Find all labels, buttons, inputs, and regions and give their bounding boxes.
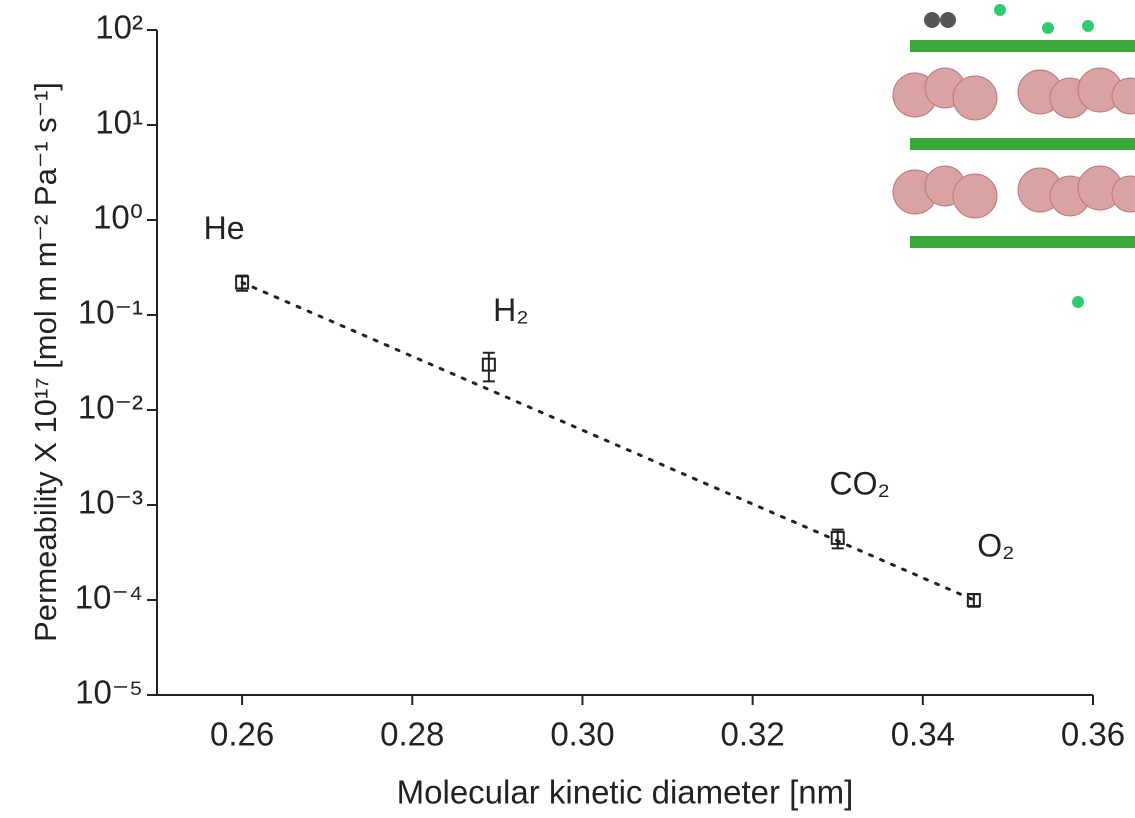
molecule	[924, 12, 956, 28]
point-label: CO₂	[830, 465, 890, 501]
y-tick-label: 10⁻⁴	[75, 579, 143, 616]
go-sheet	[910, 236, 1135, 248]
x-tick-label: 0.26	[210, 716, 274, 753]
point	[235, 275, 250, 290]
go-sheet	[910, 138, 1135, 150]
y-tick-label: 10⁻²	[78, 389, 143, 426]
y-tick-label: 10⁰	[93, 199, 143, 236]
point	[966, 593, 981, 607]
pei-layer	[892, 67, 1135, 219]
point-label: O₂	[977, 527, 1014, 563]
x-tick-label: 0.32	[721, 716, 785, 753]
y-tick-label: 10⁻³	[78, 484, 143, 521]
x-tick-label: 0.30	[550, 716, 614, 753]
point-label: H₂	[493, 292, 529, 328]
y-tick-label: 10¹	[95, 104, 143, 141]
x-tick-label: 0.28	[380, 716, 444, 753]
inset-illustration	[892, 4, 1135, 308]
point-label: He	[204, 210, 245, 246]
error-bar	[967, 593, 980, 608]
point	[830, 530, 845, 545]
molecule	[994, 4, 1094, 308]
error-bar	[482, 351, 495, 383]
x-axis-label: Molecular kinetic diameter [nm]	[397, 774, 854, 811]
y-axis-label: Permeability X 10¹⁷ [mol m m⁻² Pa⁻¹ s⁻¹]	[28, 82, 63, 642]
go-sheet	[910, 40, 1135, 52]
trend-line	[240, 280, 976, 602]
point	[481, 357, 496, 372]
y-tick-label: 10⁻⁵	[75, 674, 143, 711]
y-tick-label: 10²	[95, 9, 143, 46]
x-tick-label: 0.34	[891, 716, 955, 753]
y-tick-label: 10⁻¹	[78, 294, 143, 331]
x-tick-label: 0.36	[1061, 716, 1125, 753]
